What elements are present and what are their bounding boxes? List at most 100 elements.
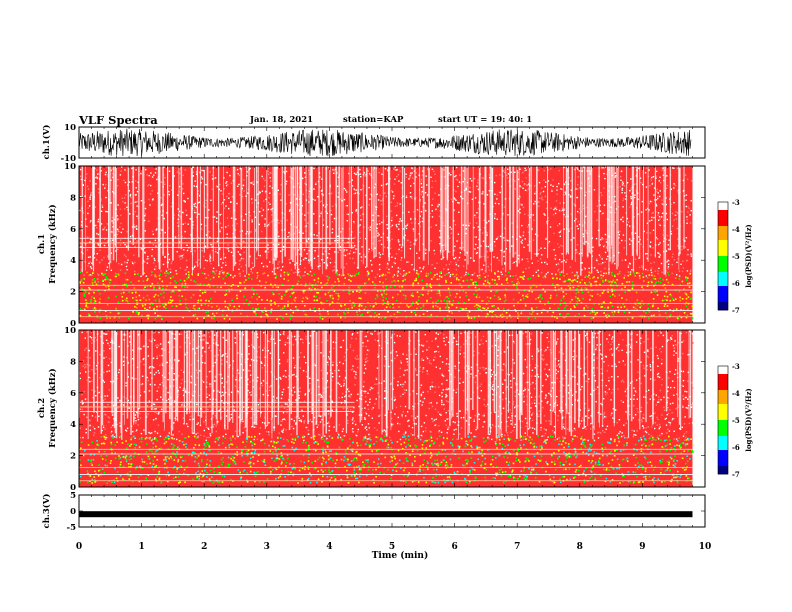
ch1-spectrogram-speckle bbox=[534, 200, 536, 203]
ch1-spectrogram-speckle bbox=[656, 238, 659, 241]
ch1-spectrogram-band-cell bbox=[149, 285, 152, 287]
ch1-spectrogram-speckle bbox=[283, 171, 285, 173]
ch1-spectrogram-speckle bbox=[583, 267, 586, 269]
ch1-spectrogram-band-cell bbox=[95, 283, 98, 286]
ch1-spectrogram-speckle bbox=[251, 202, 253, 204]
ch1-spectrogram-band-cell bbox=[600, 306, 602, 308]
ch1-spectrogram-speckle bbox=[588, 274, 590, 277]
ch1-spectrogram-speckle bbox=[242, 258, 245, 260]
ch1-spectrogram-band-cell bbox=[191, 273, 193, 275]
ch1-spectrogram-band-cell bbox=[371, 309, 373, 311]
ch2-spectrogram-speckle bbox=[420, 425, 423, 428]
ch1-spectrogram-speckle bbox=[448, 237, 451, 239]
ch1-spectrogram-speckle bbox=[119, 208, 122, 210]
ch1-spectrogram-speckle bbox=[596, 205, 598, 207]
ch1-spectrogram-band-cell bbox=[465, 291, 467, 294]
ch1-spectrogram-speckle bbox=[615, 175, 617, 177]
ch1-spectrogram-speckle bbox=[658, 180, 660, 182]
ch1-spectrogram-speckle bbox=[315, 222, 317, 225]
ch1-spectrogram-band-cell bbox=[665, 278, 668, 281]
ch1-spectrogram-speckle bbox=[520, 259, 523, 261]
ch1-spectrogram-speckle bbox=[336, 239, 339, 242]
ch1-spectrogram-speckle bbox=[521, 224, 523, 227]
ch1-spectrogram-band-cell bbox=[528, 290, 531, 292]
ch1-spectrogram-speckle bbox=[462, 181, 464, 183]
ch1-spectrogram-band-cell bbox=[462, 308, 465, 310]
ch1-spectrogram-band-cell bbox=[387, 301, 389, 303]
ch1-spectrogram-streak bbox=[565, 166, 567, 255]
ch1-spectrogram-speckle bbox=[482, 240, 485, 242]
ch1-spectrogram-speckle bbox=[405, 227, 408, 230]
ch1-spectrogram-speckle bbox=[559, 231, 562, 233]
ch1-spectrogram-speckle bbox=[181, 255, 183, 257]
ch1-spectrogram-speckle bbox=[206, 260, 208, 262]
ch1-spectrogram-speckle bbox=[483, 219, 485, 221]
ch1-spectrogram-band-cell bbox=[475, 304, 478, 306]
ch1-spectrogram-band-cell bbox=[494, 282, 496, 285]
ch1-spectrogram-speckle bbox=[599, 204, 601, 206]
ch1-spectrogram-band-cell bbox=[366, 274, 369, 277]
ch1-spectrogram-band-cell bbox=[302, 297, 305, 299]
ch1-spectrogram-speckle bbox=[89, 196, 91, 198]
ch1-spectrogram-band-cell bbox=[228, 303, 231, 305]
ch1-spectrogram-band-cell bbox=[569, 278, 571, 281]
ch1-spectrogram-speckle bbox=[176, 251, 178, 253]
ch1-spectrogram-speckle bbox=[219, 271, 221, 273]
ch1-spectrogram-speckle bbox=[343, 198, 346, 201]
ch1-spectrogram-speckle bbox=[323, 248, 325, 250]
ch1-spectrogram-speckle bbox=[593, 267, 596, 269]
ch2-spectrogram-speckle bbox=[691, 333, 694, 335]
ch1-spectrogram-band-cell bbox=[479, 277, 481, 279]
ch1-spectrogram-speckle bbox=[163, 217, 165, 220]
ch1-spectrogram-band-cell bbox=[539, 296, 541, 298]
ch1-spectrogram-streak bbox=[232, 166, 234, 271]
ch1-spectrogram-band-cell bbox=[618, 294, 621, 296]
ch1-spectrogram-speckle bbox=[155, 229, 157, 231]
ch1-spectrogram-streak bbox=[428, 166, 429, 265]
ch1-spectrogram-streak bbox=[362, 166, 364, 265]
ch1-spectrogram-band-cell bbox=[142, 297, 145, 299]
ch1-spectrogram-speckle bbox=[620, 179, 622, 181]
ch1-spectrogram-band-cell bbox=[357, 273, 360, 275]
ch1-spectrogram-speckle bbox=[94, 206, 97, 208]
ch1-spectrogram-speckle bbox=[598, 254, 601, 256]
ch1-spectrogram-band-cell bbox=[494, 314, 497, 316]
ch2-spectrogram-speckle bbox=[304, 393, 307, 395]
ch1-spectrogram-speckle bbox=[413, 182, 415, 185]
ch1-spectrogram-speckle bbox=[650, 179, 652, 181]
ch1-spectrogram-speckle bbox=[249, 255, 251, 258]
ch1-spectrogram-speckle bbox=[203, 255, 205, 258]
ch1-spectrogram-band-cell bbox=[582, 297, 584, 300]
ch1-spectrogram-streak bbox=[509, 166, 511, 270]
ch1-spectrogram-band-cell bbox=[446, 303, 449, 306]
ch1-spectrogram-band-cell bbox=[666, 271, 669, 274]
ch1-spectrogram-speckle bbox=[640, 243, 642, 245]
ch1-spectrogram-speckle bbox=[495, 174, 497, 177]
ch1-spectrogram-speckle bbox=[465, 224, 467, 227]
ch1-spectrogram-speckle bbox=[655, 175, 657, 177]
ch1-spectrogram-speckle bbox=[472, 260, 475, 262]
ch1-spectrogram-speckle bbox=[543, 169, 545, 172]
ch2-spectrogram-speckle bbox=[331, 400, 333, 402]
ch1-spectrogram-streak bbox=[93, 166, 95, 248]
ch2-spectrogram-speckle bbox=[489, 433, 491, 436]
ch2-spectrogram-speckle bbox=[421, 435, 423, 437]
ch1-spectrogram-streak bbox=[566, 166, 568, 253]
ch1-spectrogram-speckle bbox=[201, 169, 203, 172]
ch1-spectrogram-speckle bbox=[580, 252, 583, 254]
ch1-spectrogram-speckle bbox=[651, 183, 653, 185]
ch1-spectrogram-band-cell bbox=[501, 283, 503, 285]
ch1-spectrogram-streak bbox=[442, 166, 444, 260]
ch1-spectrogram-speckle bbox=[657, 219, 660, 221]
ch1-spectrogram-band-cell bbox=[675, 298, 677, 300]
ch1-spectrogram-speckle bbox=[558, 223, 561, 225]
ch1-spectrogram-band-cell bbox=[134, 305, 136, 308]
ch1-spectrogram-band-cell bbox=[488, 300, 490, 302]
ch1-spectrogram-band-cell bbox=[224, 305, 227, 308]
ch1-spectrogram-speckle bbox=[101, 204, 103, 206]
ch1-spectrogram-speckle bbox=[394, 205, 396, 207]
ch1-spectrogram-speckle bbox=[618, 234, 620, 236]
ch1-spectrogram-band-cell bbox=[569, 282, 571, 285]
ch1-spectrogram-speckle bbox=[633, 216, 635, 218]
ch1-spectrogram-band-cell bbox=[567, 285, 570, 287]
